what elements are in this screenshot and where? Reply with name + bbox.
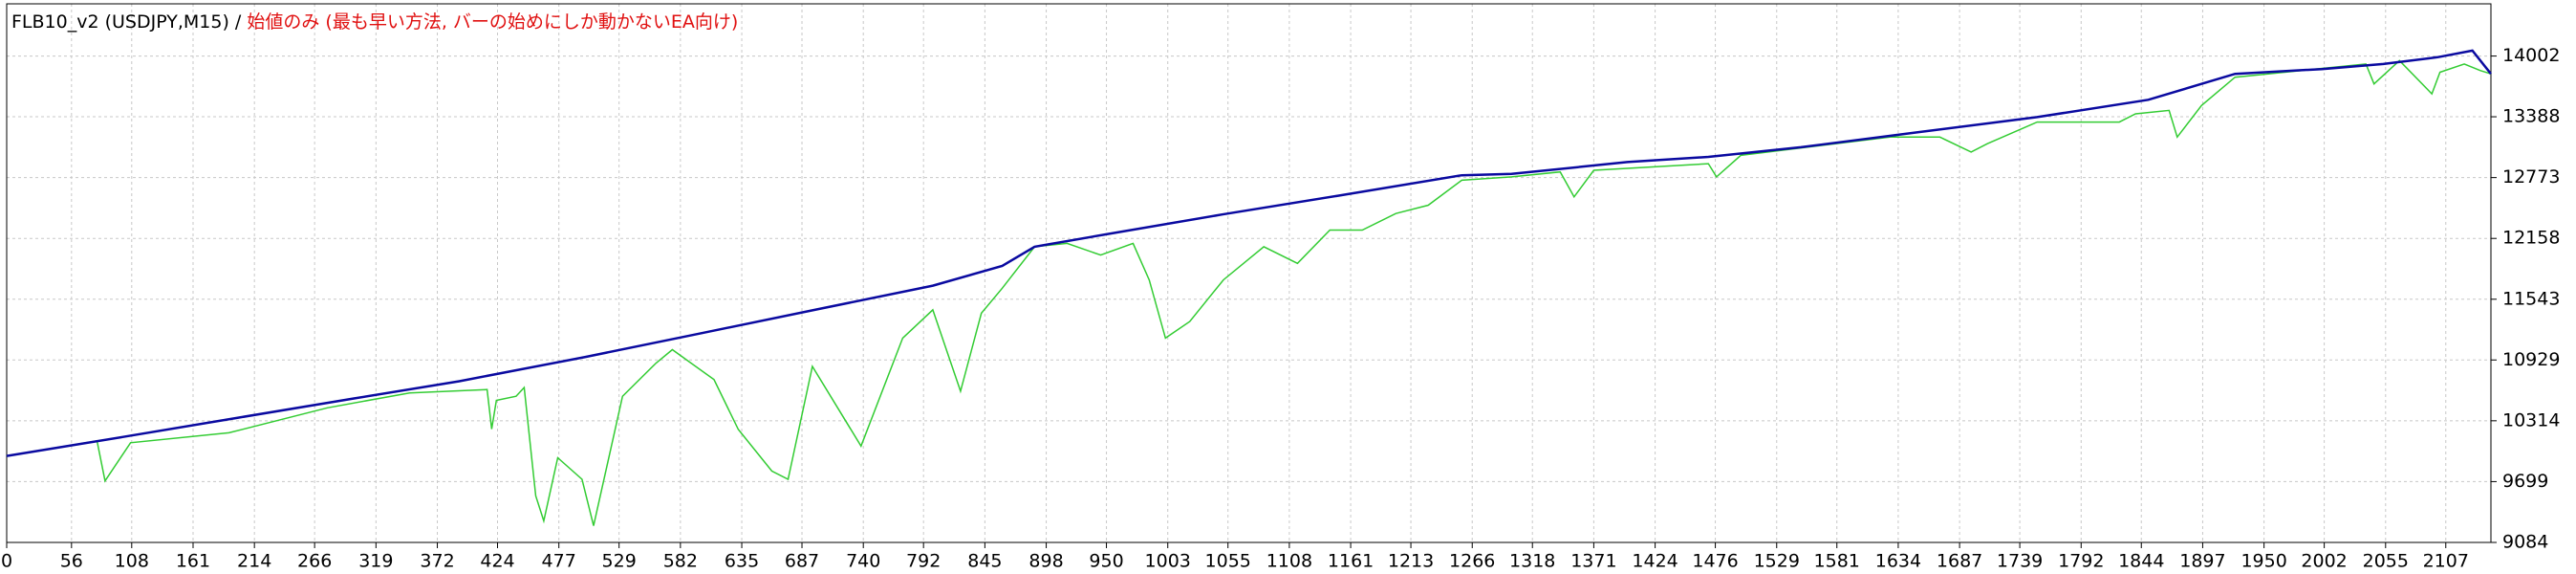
x-tick-label: 2055	[2363, 551, 2409, 572]
x-tick-label: 1897	[2179, 551, 2225, 572]
x-tick-label: 2107	[2423, 551, 2469, 572]
chart-title: FLB10_v2 (USDJPY,M15) /	[11, 11, 242, 33]
plot-area	[7, 4, 2491, 542]
x-tick-label: 0	[1, 551, 12, 572]
x-tick-label: 1371	[1570, 551, 1616, 572]
chart-subtitle: 始値のみ (最も早い方法, バーの始めにしか動かないEA向け)	[247, 11, 739, 33]
x-tick-label: 1739	[1997, 551, 2043, 572]
x-tick-label: 1634	[1875, 551, 1921, 572]
series-line	[6, 59, 2492, 526]
x-tick-label: 372	[420, 551, 454, 572]
x-tick-label: 1161	[1328, 551, 1374, 572]
x-tick-label: 1687	[1937, 551, 1982, 572]
y-tick-label: 12773	[2502, 166, 2560, 188]
x-tick-label: 1581	[1814, 551, 1860, 572]
y-tick-label: 9699	[2502, 471, 2548, 492]
series-line	[6, 49, 2492, 457]
x-tick-label: 1792	[2058, 551, 2104, 572]
plot-border	[6, 3, 2492, 543]
x-tick-label: 319	[358, 551, 393, 572]
x-tick-label: 56	[60, 551, 83, 572]
x-tick-label: 950	[1089, 551, 1123, 572]
x-tick-label: 424	[480, 551, 514, 572]
x-tick-label: 1213	[1388, 551, 1434, 572]
x-tick-label: 1424	[1632, 551, 1678, 572]
header: FLB10_v2 (USDJPY,M15) / 始値のみ (最も早い方法, バー…	[11, 8, 738, 33]
x-tick-label: 792	[906, 551, 941, 572]
x-tick-label: 1529	[1754, 551, 1800, 572]
y-tick-label: 10929	[2502, 349, 2560, 370]
x-tick-label: 108	[115, 551, 149, 572]
x-tick-label: 635	[725, 551, 759, 572]
x-tick-label: 1318	[1509, 551, 1555, 572]
x-tick-label: 582	[663, 551, 698, 572]
x-tick-label: 687	[785, 551, 819, 572]
x-tick-label: 1844	[2118, 551, 2164, 572]
x-tick-label: 1003	[1145, 551, 1191, 572]
x-tick-label: 1108	[1266, 551, 1312, 572]
y-tick-label: 11543	[2502, 288, 2560, 309]
y-tick-label: 9084	[2502, 532, 2548, 553]
x-tick-label: 845	[967, 551, 1002, 572]
y-tick-label: 12158	[2502, 228, 2560, 249]
x-tick-label: 1476	[1692, 551, 1738, 572]
x-tick-label: 1266	[1449, 551, 1495, 572]
x-tick-label: 161	[176, 551, 210, 572]
x-tick-label: 1950	[2240, 551, 2286, 572]
y-tick-label: 14002	[2502, 45, 2560, 66]
x-tick-label: 1055	[1205, 551, 1251, 572]
x-tick-label: 740	[846, 551, 880, 572]
x-tick-label: 266	[297, 551, 332, 572]
x-tick-label: 2002	[2301, 551, 2347, 572]
y-tick-label: 13388	[2502, 106, 2560, 127]
y-tick-label: 10314	[2502, 409, 2560, 430]
x-tick-label: 477	[542, 551, 576, 572]
x-tick-label: 214	[237, 551, 271, 572]
x-tick-label: 898	[1028, 551, 1063, 572]
x-tick-label: 529	[602, 551, 637, 572]
